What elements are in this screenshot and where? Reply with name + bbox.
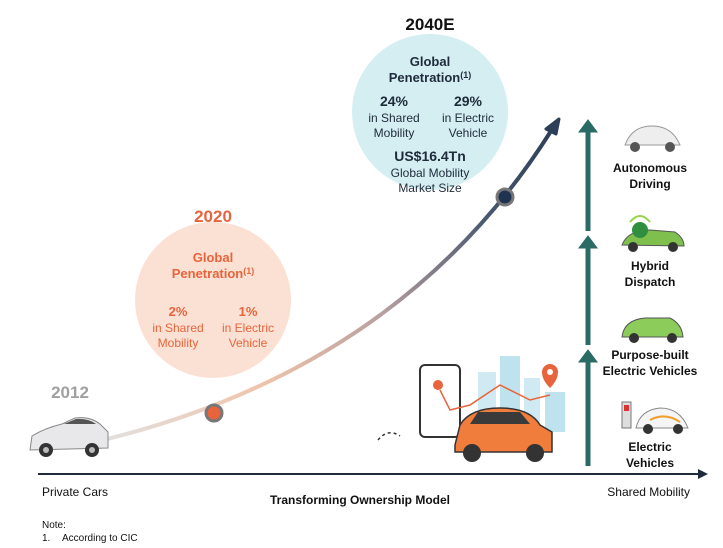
- title-text: Penetration: [389, 70, 461, 85]
- circle-2020: [135, 222, 291, 378]
- penetration-title: Global: [193, 250, 233, 265]
- vehicle-icons: [621, 125, 689, 434]
- stage-label: Electric: [628, 440, 672, 454]
- year-label: 2020: [194, 207, 232, 226]
- car-icon: [29, 417, 109, 457]
- axis-arrowhead: [698, 469, 708, 479]
- axis-title: Transforming Ownership Model: [270, 493, 450, 507]
- market-label: Market Size: [398, 181, 462, 195]
- stat-label: Vehicle: [229, 336, 268, 350]
- stage-label: Autonomous: [613, 161, 687, 175]
- footnote-ref: (1): [243, 266, 254, 276]
- stage-arrows: [578, 119, 598, 466]
- curve-arrowhead: [544, 117, 561, 136]
- note-heading: Note:: [42, 520, 66, 531]
- stage-label: Driving: [629, 177, 670, 191]
- stat-label: in Electric: [442, 111, 494, 125]
- city-illustration: [377, 356, 565, 462]
- penetration-title: Penetration(1): [389, 70, 472, 85]
- stat-label: in Electric: [222, 321, 274, 335]
- axis-label: Private Cars: [42, 485, 108, 499]
- milestone-dot: [204, 403, 224, 423]
- penetration-title: Global: [410, 54, 450, 69]
- axis-label: Shared Mobility: [607, 485, 690, 499]
- stage-label: Hybrid: [631, 259, 669, 273]
- stat-label: Mobility: [374, 126, 415, 140]
- circle-2040: [352, 34, 508, 190]
- note-number: 1.: [42, 533, 50, 544]
- footnote-ref: (1): [460, 70, 471, 80]
- market-label: Global Mobility: [391, 166, 470, 180]
- stat-value: 24%: [380, 93, 409, 109]
- penetration-title: Penetration(1): [172, 266, 255, 281]
- stat-label: in Shared: [368, 111, 419, 125]
- stat-value: 1%: [239, 304, 258, 319]
- stat-value: 2%: [169, 304, 188, 319]
- title-text: Penetration: [172, 266, 244, 281]
- year-label: 2012: [51, 383, 89, 402]
- stage-label: Electric Vehicles: [603, 364, 698, 378]
- year-label: 2040E: [405, 15, 454, 34]
- stage-label: Dispatch: [625, 275, 676, 289]
- stat-label: Vehicle: [449, 126, 488, 140]
- note-text: According to CIC: [62, 533, 138, 544]
- market-value: US$16.4Tn: [394, 148, 466, 164]
- stat-value: 29%: [454, 93, 483, 109]
- stage-label: Purpose-built: [611, 348, 688, 362]
- stat-label: in Shared: [152, 321, 203, 335]
- milestone-dot: [495, 187, 515, 207]
- stat-label: Mobility: [158, 336, 199, 350]
- stage-label: Vehicles: [626, 456, 674, 470]
